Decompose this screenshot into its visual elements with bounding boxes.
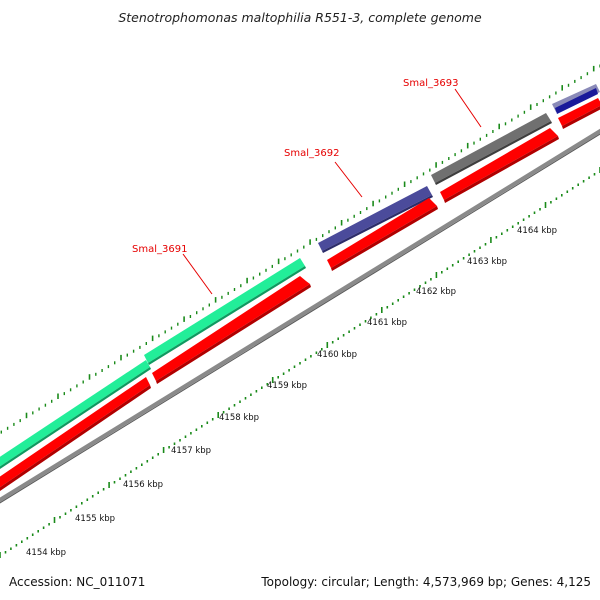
scale-label-4155: 4155 kbp: [75, 514, 115, 524]
topology-text: Topology: circular; Length: 4,573,969 bp…: [260, 575, 591, 589]
scale-label-4157: 4157 kbp: [171, 446, 211, 456]
scale-labels: 4154 kbp 4155 kbp 4156 kbp 4157 kbp 4158…: [26, 226, 557, 558]
cds-arrow-2[interactable]: [152, 276, 311, 384]
cds-track: [0, 98, 600, 493]
scale-label-4161: 4161 kbp: [367, 318, 407, 328]
scale-label-4158: 4158 kbp: [219, 413, 259, 423]
gene-label-text: Smal_3691: [132, 244, 187, 255]
scale-label-4163: 4163 kbp: [467, 257, 507, 267]
cds-arrow-5[interactable]: [558, 98, 600, 129]
scale-label-4160: 4160 kbp: [317, 350, 357, 360]
cds-arrow-3[interactable]: [327, 198, 438, 271]
gene-bar-smal-3692[interactable]: [318, 186, 433, 253]
gene-bar-smal-3691-b[interactable]: [144, 258, 306, 365]
cds-arrow-1[interactable]: [0, 377, 151, 493]
accession-text: Accession: NC_011071: [9, 575, 145, 589]
cds-arrow-4[interactable]: [440, 128, 559, 203]
scale-label-4162: 4162 kbp: [416, 287, 456, 297]
gene-label-smal-3691[interactable]: Smal_3691: [132, 244, 213, 295]
gene-label-text: Smal_3692: [284, 148, 339, 159]
gene-bar-smal-3691-a[interactable]: [0, 360, 151, 471]
scale-label-4159: 4159 kbp: [267, 381, 307, 391]
map-title: Stenotrophomonas maltophilia R551-3, com…: [118, 10, 482, 25]
gene-track: [0, 84, 600, 471]
scale-label-4154: 4154 kbp: [26, 548, 66, 558]
gene-label-smal-3693[interactable]: Smal_3693: [403, 78, 482, 128]
outer-tick-row: [0, 64, 600, 434]
backbone-line: [0, 128, 600, 504]
scale-label-4156: 4156 kbp: [123, 480, 163, 490]
scale-label-4164: 4164 kbp: [517, 226, 557, 236]
gene-label-text: Smal_3693: [403, 78, 458, 89]
gene-label-smal-3692[interactable]: Smal_3692: [284, 148, 363, 198]
gene-bar-smal-3693[interactable]: [431, 113, 552, 185]
scale-tick-row: [0, 167, 600, 558]
gene-bar-next[interactable]: [552, 84, 600, 114]
